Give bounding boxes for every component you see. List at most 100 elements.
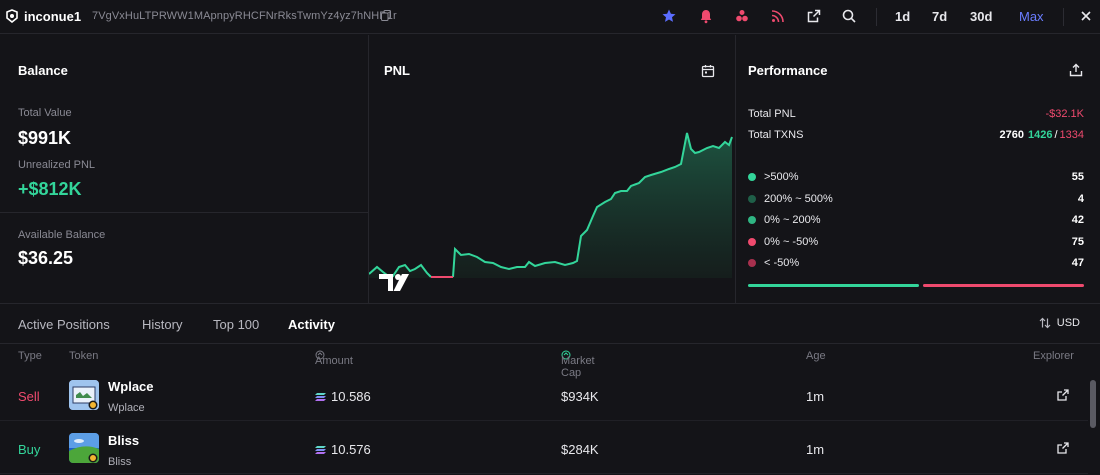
total-txns-value: 2760	[999, 129, 1024, 141]
bucket-dot-icon	[748, 194, 756, 203]
pnl-panel: PNL	[369, 35, 735, 303]
header-divider	[876, 8, 877, 26]
refresh-icon	[315, 350, 325, 360]
rss-icon[interactable]	[770, 8, 786, 24]
row-age: 1m	[806, 442, 825, 457]
txns-separator: /	[1054, 129, 1058, 141]
scrollbar-thumb[interactable]	[1090, 380, 1096, 428]
wallet-name: inconue1	[24, 9, 82, 24]
total-txns-label: Total TXNS	[748, 129, 804, 141]
refresh-icon	[561, 350, 571, 360]
balance-panel: Balance Total Value $991K Unrealized PNL…	[0, 35, 368, 303]
bucket-label: 200% ~ 500%	[764, 192, 833, 205]
bucket-dot-icon	[748, 259, 756, 267]
token-image	[69, 433, 99, 463]
total-pnl-label: Total PNL	[748, 108, 796, 120]
table-row[interactable]: Buy Bliss Bliss 10.576 $284K 1m	[0, 422, 1088, 474]
balance-title: Balance	[18, 63, 68, 78]
total-value: $991K	[18, 128, 72, 148]
pnl-bucket-row: 0% ~ 200% 42	[748, 212, 1084, 228]
pnl-area	[369, 133, 732, 278]
bucket-label: 0% ~ 200%	[764, 214, 821, 226]
explorer-link-icon[interactable]	[1057, 442, 1069, 454]
range-1d[interactable]: 1d	[895, 9, 911, 24]
pnl-bucket-row: 200% ~ 500% 4	[748, 191, 1084, 207]
pnl-bucket-row: >500% 55	[748, 169, 1084, 185]
available-balance: $36.25	[18, 248, 74, 268]
performance-title: Performance	[748, 63, 828, 78]
bubbles-icon[interactable]	[734, 8, 750, 24]
bucket-dot-icon	[748, 173, 756, 181]
position-tabs: Active Positions History Top 100 Activit…	[0, 304, 1100, 344]
pnl-bucket-row: 0% ~ -50% 75	[748, 234, 1084, 250]
table-header: Type Token Amount Market Cap Age Explore…	[0, 345, 1100, 379]
col-amount-label: Amount	[315, 355, 353, 367]
total-pnl-value: -$32.1K	[1045, 108, 1084, 120]
tab-activity[interactable]: Activity	[288, 317, 335, 332]
token-symbol: Bliss	[108, 456, 132, 468]
bell-icon[interactable]	[698, 8, 714, 24]
unrealized-pnl: +$812K	[18, 179, 82, 199]
star-icon[interactable]	[661, 8, 677, 24]
bucket-value: 55	[1071, 171, 1084, 183]
col-market-cap[interactable]: Market Cap	[561, 350, 595, 379]
range-7d[interactable]: 7d	[932, 9, 948, 24]
pnl-line	[369, 132, 733, 278]
row-amount: 10.576	[315, 442, 371, 457]
txns-buy-count: 1426	[1027, 129, 1053, 141]
balance-divider	[0, 212, 368, 213]
col-amount[interactable]: Amount	[315, 350, 353, 367]
top-bar: inconue1 7VgVxHuLTPRWW1MApnpyRHCFNrRksTw…	[0, 0, 1100, 34]
copy-icon[interactable]	[381, 10, 391, 21]
wallet-address: 7VgVxHuLTPRWW1MApnpyRHCFNrRksTwmYz4yz7hN…	[92, 10, 397, 22]
tab-top-100[interactable]: Top 100	[213, 317, 260, 332]
range-30d[interactable]: 30d	[970, 9, 993, 24]
unrealized-pnl-label: Unrealized PNL	[18, 159, 96, 171]
token-name[interactable]: Wplace	[108, 379, 154, 394]
bucket-value: 47	[1071, 257, 1084, 269]
header-divider	[1063, 8, 1064, 26]
currency-label: USD	[1056, 317, 1080, 329]
token-image	[69, 380, 99, 410]
total-value-label: Total Value	[18, 107, 72, 119]
share-icon[interactable]	[1069, 63, 1083, 77]
explorer-link-icon[interactable]	[1057, 389, 1069, 401]
currency-toggle[interactable]: USD	[1039, 317, 1080, 329]
panel-divider	[0, 303, 1100, 304]
panel-divider	[368, 35, 369, 303]
tab-active-positions[interactable]: Active Positions	[18, 317, 110, 332]
bucket-label: < -50%	[764, 257, 800, 269]
bucket-label: 0% ~ -50%	[764, 235, 819, 248]
swap-icon	[1039, 317, 1051, 329]
token-name[interactable]: Bliss	[108, 433, 140, 448]
tradingview-logo-icon	[379, 274, 409, 291]
solana-icon	[315, 392, 326, 401]
pnl-chart	[369, 132, 733, 291]
total-pnl-row: Total PNL -$32.1K	[748, 106, 1084, 122]
range-max[interactable]: Max	[1019, 9, 1044, 24]
row-market-cap: $284K	[561, 442, 599, 457]
row-market-cap: $934K	[561, 389, 599, 404]
performance-panel: Performance Total PNL -$32.1K Total TXNS…	[736, 35, 1100, 303]
bucket-label: >500%	[764, 171, 799, 183]
row-age: 1m	[806, 389, 825, 404]
win-loss-bar	[748, 284, 1084, 287]
bucket-value: 42	[1071, 214, 1084, 226]
bucket-dot-icon	[748, 216, 756, 224]
table-row[interactable]: Sell Wplace Wplace 10.586 $934K 1m	[0, 369, 1088, 421]
col-token: Token	[69, 350, 99, 362]
search-icon[interactable]	[841, 8, 857, 24]
external-link-icon[interactable]	[806, 8, 822, 24]
bucket-value: 75	[1071, 235, 1084, 248]
calendar-icon[interactable]	[701, 64, 715, 78]
amount-value: 10.586	[331, 389, 371, 404]
tab-history[interactable]: History	[142, 317, 183, 332]
app-logo-icon	[6, 9, 18, 23]
bucket-dot-icon	[748, 237, 756, 246]
col-explorer: Explorer	[1033, 350, 1074, 362]
close-icon[interactable]	[1079, 9, 1093, 23]
col-type: Type	[18, 350, 42, 362]
total-txns-row: Total TXNS 2760 1426 / 1334	[748, 127, 1084, 143]
panel-divider	[735, 35, 736, 303]
bliss-icon	[69, 433, 99, 463]
